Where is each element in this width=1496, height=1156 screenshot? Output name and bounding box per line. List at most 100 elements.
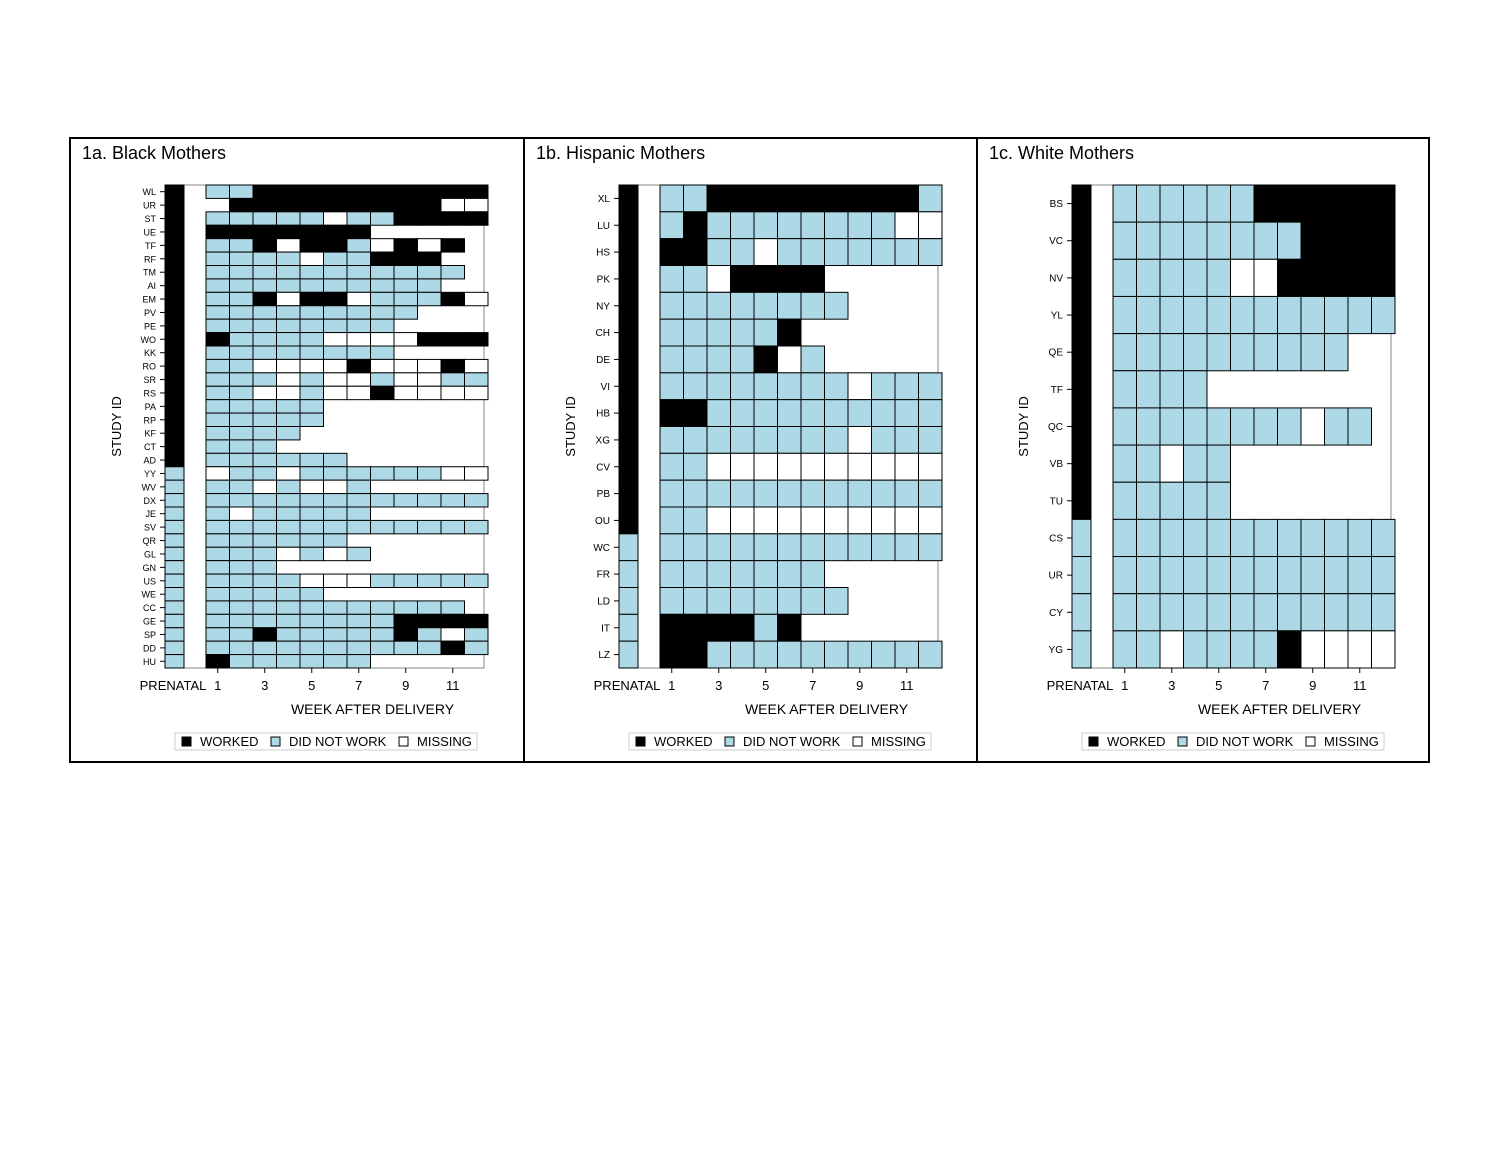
legend-label: MISSING <box>1324 734 1379 749</box>
cell-worked <box>164 452 185 468</box>
cell-did-not-work <box>229 479 254 495</box>
cell-did-not-work <box>276 345 301 360</box>
row-label: DE <box>596 355 610 366</box>
cell-did-not-work <box>276 573 301 589</box>
cell-did-not-work <box>164 627 185 642</box>
cell-worked <box>1253 184 1278 223</box>
row-label: CC <box>143 603 156 613</box>
cell-did-not-work <box>1159 221 1184 260</box>
cell-did-not-work <box>1277 221 1302 260</box>
cell-did-not-work <box>370 305 395 320</box>
cell-did-not-work <box>417 627 442 642</box>
cell-did-not-work <box>299 640 324 656</box>
cell-did-not-work <box>346 640 371 656</box>
cell-did-not-work <box>753 372 778 401</box>
cell-did-not-work <box>1206 518 1231 558</box>
cell-did-not-work <box>417 278 442 293</box>
cell-missing <box>1300 630 1325 669</box>
cell-did-not-work <box>323 278 348 293</box>
cell-missing <box>440 385 465 401</box>
cell-missing <box>730 506 755 535</box>
cell-did-not-work <box>229 519 254 535</box>
x-tick-label: 1 <box>668 678 675 693</box>
cell-did-not-work <box>1136 221 1161 260</box>
y-axis-title: STUDY ID <box>109 396 124 456</box>
cell-did-not-work <box>417 291 442 307</box>
cell-did-not-work <box>205 560 230 575</box>
cell-did-not-work <box>753 318 778 347</box>
cell-missing <box>753 238 778 266</box>
x-tick-label: 1 <box>214 678 221 693</box>
chart-black-mothers: WL UR ST UE TF RF TM AI EM PV PE WO KK RO SR RS PA RP KF CT… <box>109 184 489 751</box>
cell-did-not-work <box>323 251 348 267</box>
cell-worked <box>417 211 442 226</box>
cell-did-not-work <box>706 238 731 266</box>
cell-missing <box>706 452 731 481</box>
row-label: TF <box>1051 385 1063 396</box>
cell-worked <box>417 332 442 347</box>
cell-worked <box>1071 184 1092 223</box>
cell-worked <box>370 251 395 267</box>
cell-did-not-work <box>205 640 230 656</box>
cell-did-not-work <box>753 640 778 669</box>
row-label: NV <box>1049 273 1063 284</box>
cell-did-not-work <box>1112 630 1137 669</box>
cell-did-not-work <box>252 265 277 280</box>
panel-title: 1c. White Mothers <box>989 143 1135 163</box>
cell-worked <box>618 452 639 481</box>
cell-did-not-work <box>370 278 395 293</box>
cell-did-not-work <box>659 265 684 293</box>
cell-did-not-work <box>164 640 185 656</box>
cell-did-not-work <box>1136 481 1161 520</box>
cell-did-not-work <box>276 506 301 521</box>
cell-did-not-work <box>229 385 254 401</box>
row-label: QR <box>143 536 157 546</box>
row-label: QC <box>1048 422 1063 433</box>
cell-missing <box>847 372 872 401</box>
cell-did-not-work <box>393 640 418 656</box>
cell-worked <box>276 224 301 240</box>
cell-worked <box>164 278 185 293</box>
cell-did-not-work <box>847 533 872 562</box>
cell-did-not-work <box>706 560 731 588</box>
cell-did-not-work <box>847 238 872 266</box>
x-axis-title: WEEK AFTER DELIVERY <box>291 701 455 717</box>
cell-did-not-work <box>659 479 684 508</box>
cell-did-not-work <box>252 573 277 589</box>
cell-did-not-work <box>1112 481 1137 520</box>
cell-did-not-work <box>229 372 254 387</box>
cell-did-not-work <box>229 627 254 642</box>
cell-did-not-work <box>299 627 324 642</box>
panel-hispanic-mothers: 1b. Hispanic Mothers XL LU HS PK NY CH DE VI HB X… <box>525 139 976 761</box>
cell-did-not-work <box>1347 295 1372 335</box>
cell-worked <box>847 184 872 213</box>
row-label: YY <box>144 469 156 479</box>
cell-did-not-work <box>1253 630 1278 669</box>
cell-did-not-work <box>753 560 778 588</box>
cell-worked <box>393 251 418 267</box>
cell-worked <box>440 211 465 226</box>
cell-missing <box>777 345 802 374</box>
cell-did-not-work <box>276 318 301 334</box>
cell-did-not-work <box>205 291 230 307</box>
legend-swatch-did-not-work <box>724 736 735 747</box>
row-label: KF <box>144 429 156 439</box>
cell-did-not-work <box>1277 518 1302 558</box>
cell-did-not-work <box>706 426 731 454</box>
cell-did-not-work <box>824 640 849 669</box>
x-tick-label: 3 <box>261 678 268 693</box>
x-tick-label: 9 <box>856 678 863 693</box>
row-label: YL <box>1051 311 1064 322</box>
cell-did-not-work <box>683 560 708 588</box>
cell-did-not-work <box>800 238 825 266</box>
cell-did-not-work <box>683 345 708 374</box>
cell-did-not-work <box>1136 258 1161 297</box>
cell-did-not-work <box>205 479 230 495</box>
cell-did-not-work <box>730 533 755 562</box>
row-label: GE <box>143 617 156 627</box>
cell-missing <box>800 506 825 535</box>
cell-did-not-work <box>1206 407 1231 446</box>
cell-did-not-work <box>824 238 849 266</box>
cell-did-not-work <box>299 587 324 602</box>
cell-did-not-work <box>346 251 371 267</box>
